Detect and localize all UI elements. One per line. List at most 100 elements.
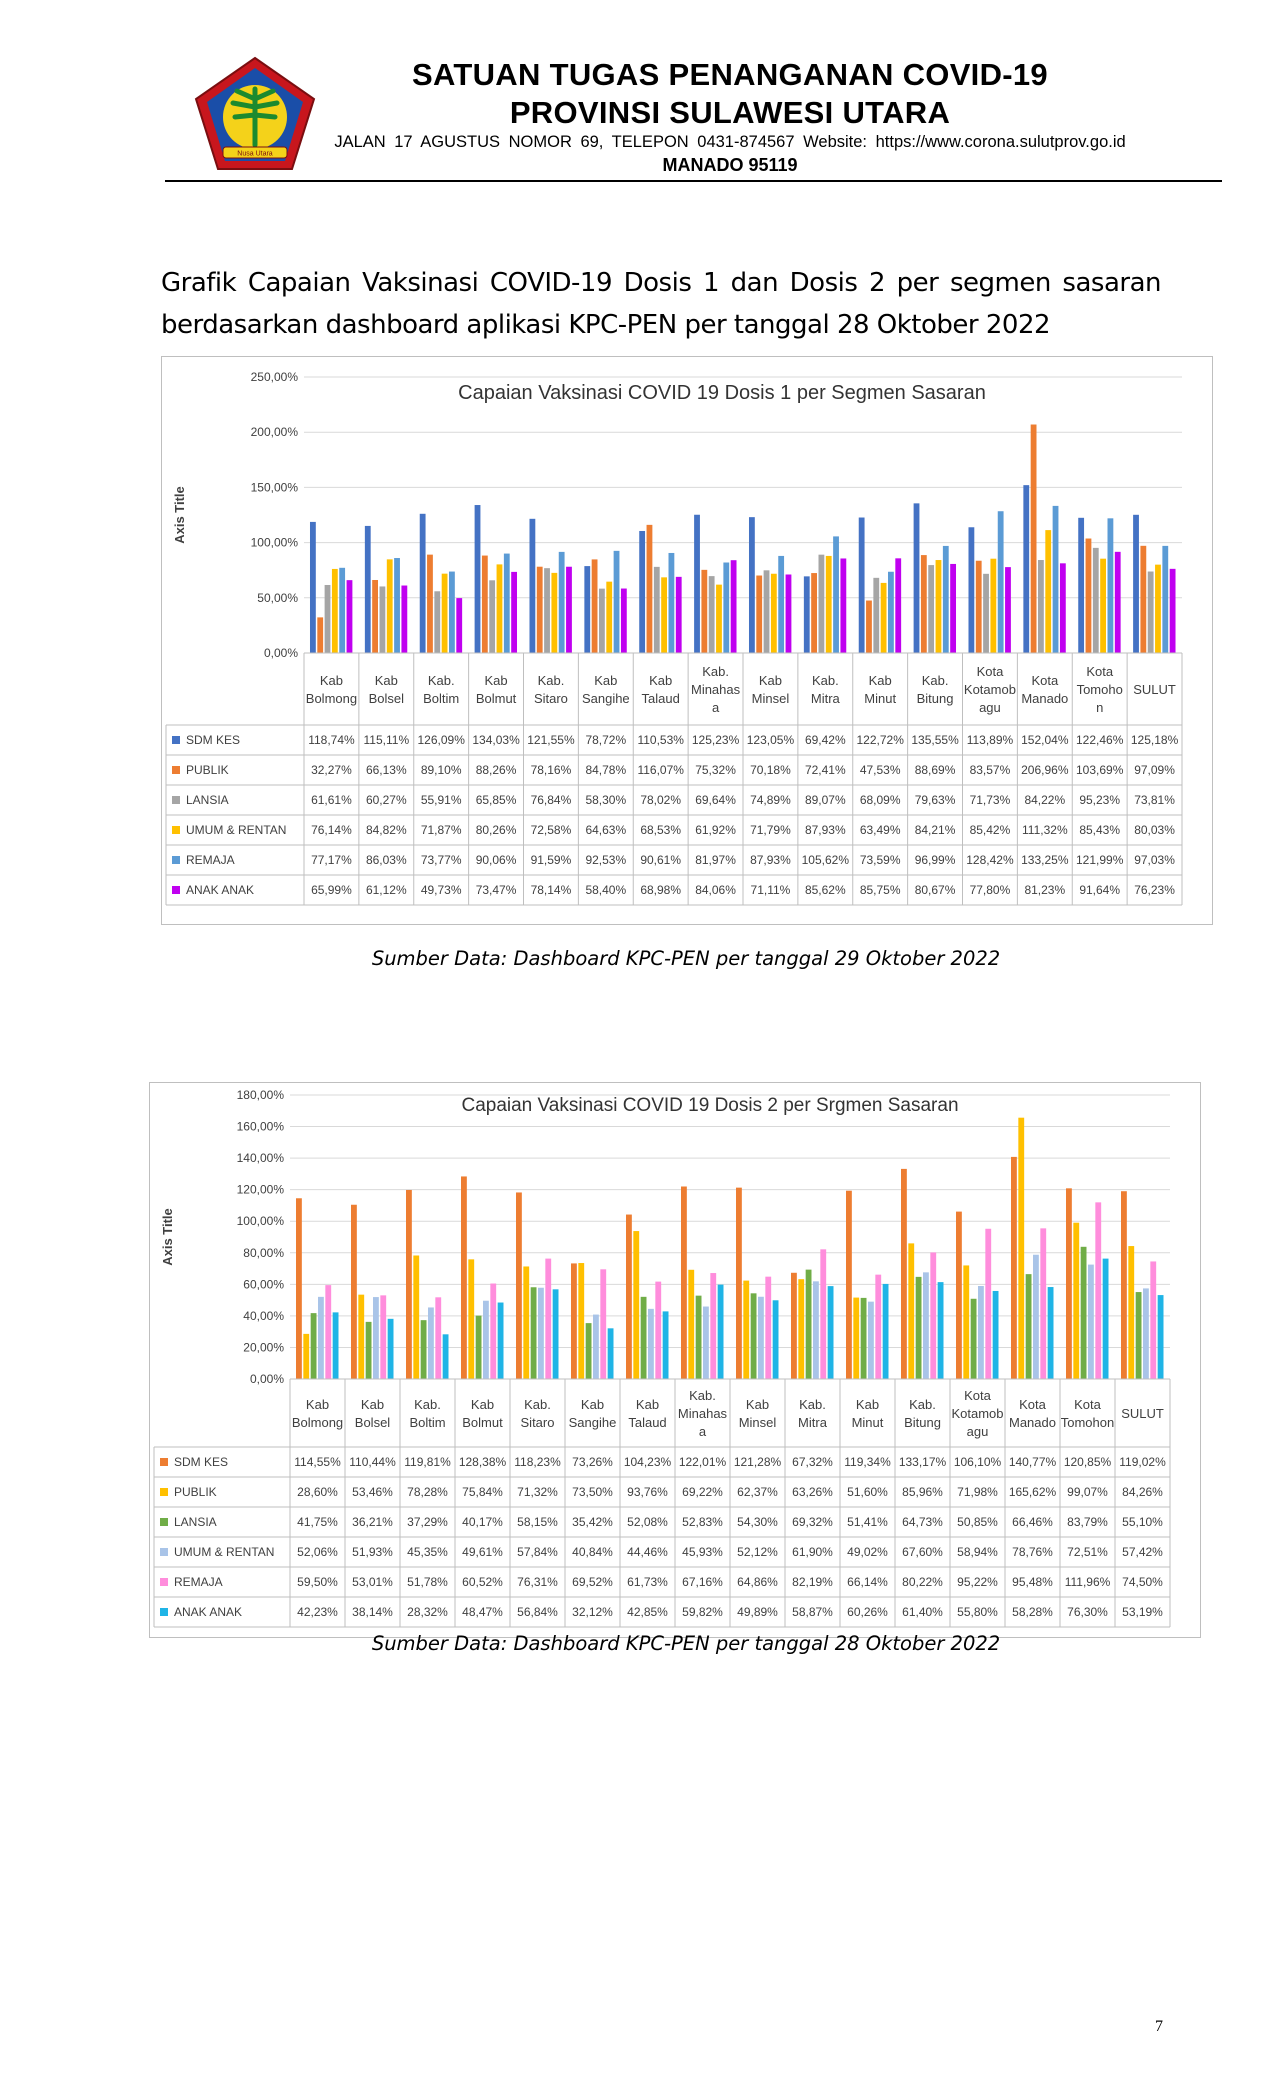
bar xyxy=(811,573,817,653)
data-label: 96,99% xyxy=(915,853,956,867)
bar xyxy=(1005,567,1011,653)
legend-key xyxy=(172,886,180,894)
data-label: 123,05% xyxy=(747,733,795,747)
chart-dose1-frame: 0,00% 50,00% 100,00% 150,00% 200,00% 250,00% A… xyxy=(161,356,1213,925)
data-label: 70,18% xyxy=(750,763,791,777)
data-label: 87,93% xyxy=(805,823,846,837)
category-label: Minut xyxy=(852,1415,884,1430)
category-label: agu xyxy=(979,700,1001,715)
category-label: n xyxy=(1096,700,1103,715)
data-label: 133,25% xyxy=(1021,853,1069,867)
data-label: 45,35% xyxy=(407,1545,448,1559)
category-label: Sangihe xyxy=(582,691,630,706)
data-label: 58,30% xyxy=(585,793,626,807)
data-label: 165,62% xyxy=(1009,1485,1057,1499)
data-label: 69,52% xyxy=(572,1575,613,1589)
data-label: 88,26% xyxy=(476,763,517,777)
y-tick-label: 140,00% xyxy=(237,1151,285,1165)
data-label: 77,17% xyxy=(311,853,352,867)
bar xyxy=(607,1328,614,1379)
data-label: 90,06% xyxy=(476,853,517,867)
data-label: 71,73% xyxy=(970,793,1011,807)
bar xyxy=(318,1296,324,1379)
category-label: Kotamob xyxy=(964,682,1016,697)
bar xyxy=(428,1307,434,1379)
data-label: 44,46% xyxy=(627,1545,668,1559)
category-label: agu xyxy=(967,1424,989,1439)
bar xyxy=(873,577,880,653)
data-label: 80,67% xyxy=(915,883,956,897)
data-label: 59,50% xyxy=(297,1575,338,1589)
bar xyxy=(1128,1246,1135,1379)
legend-key xyxy=(172,766,180,774)
bar xyxy=(1045,530,1052,653)
bar xyxy=(380,1295,387,1379)
category-label: Bitung xyxy=(917,691,954,706)
bar xyxy=(1037,560,1044,653)
data-label: 97,09% xyxy=(1134,763,1175,777)
category-label: Kab xyxy=(636,1397,659,1412)
data-label: 119,81% xyxy=(404,1455,451,1469)
data-label: 84,21% xyxy=(915,823,956,837)
data-label: 76,30% xyxy=(1067,1605,1108,1619)
bar xyxy=(868,1301,874,1379)
page-number: 7 xyxy=(1155,2018,1163,2035)
category-label: Bolmong xyxy=(292,1415,343,1430)
data-label: 74,50% xyxy=(1122,1575,1163,1589)
bar xyxy=(1078,517,1085,653)
legend-label: UMUM & RENTAN xyxy=(174,1545,274,1559)
bar xyxy=(983,573,989,653)
category-label: Kota xyxy=(1086,664,1114,679)
bar xyxy=(928,565,935,653)
bar xyxy=(1157,1295,1164,1379)
data-label: 71,87% xyxy=(421,823,462,837)
category-label: Kab xyxy=(306,1397,329,1412)
bar xyxy=(1143,1288,1149,1379)
bar xyxy=(827,1286,834,1379)
data-label: 93,76% xyxy=(627,1485,668,1499)
data-label: 122,46% xyxy=(1076,733,1124,747)
bar xyxy=(551,572,558,653)
data-label: 58,28% xyxy=(1012,1605,1053,1619)
data-label: 54,30% xyxy=(737,1515,778,1529)
bar xyxy=(750,1293,757,1379)
data-label: 92,53% xyxy=(585,853,626,867)
data-label: 78,76% xyxy=(1012,1545,1053,1559)
bar xyxy=(956,1211,962,1379)
legend-key xyxy=(160,1488,168,1496)
y-tick-label: 160,00% xyxy=(237,1120,285,1134)
bar xyxy=(516,1192,522,1379)
y-tick-label: 50,00% xyxy=(257,591,298,605)
data-label: 89,07% xyxy=(805,793,846,807)
bar xyxy=(1023,485,1030,653)
bar xyxy=(593,1314,599,1379)
y-tick-label: 20,00% xyxy=(243,1340,284,1354)
data-label: 48,47% xyxy=(462,1605,503,1619)
bar xyxy=(860,1297,867,1379)
data-label: 81,97% xyxy=(695,853,736,867)
bar xyxy=(633,1231,640,1379)
bar xyxy=(990,558,997,653)
bar xyxy=(420,1320,427,1379)
data-label: 52,08% xyxy=(627,1515,668,1529)
category-label: Kab xyxy=(320,673,343,688)
data-label: 125,23% xyxy=(692,733,740,747)
bar xyxy=(992,1290,999,1379)
bar xyxy=(1102,1258,1109,1379)
y-tick-label: 0,00% xyxy=(250,1372,284,1386)
data-label: 83,57% xyxy=(970,763,1011,777)
bar xyxy=(880,582,887,653)
data-label: 59,82% xyxy=(682,1605,723,1619)
bar xyxy=(975,560,982,653)
category-label: Bolmut xyxy=(476,691,517,706)
bar xyxy=(511,571,518,653)
bar xyxy=(435,1297,442,1379)
data-label: 45,93% xyxy=(682,1545,723,1559)
bar xyxy=(387,1318,394,1379)
category-label: a xyxy=(699,1424,707,1439)
category-label: Kab. xyxy=(909,1397,936,1412)
data-label: 55,91% xyxy=(421,793,462,807)
bar xyxy=(770,573,777,653)
legend-key xyxy=(160,1518,168,1526)
bar xyxy=(723,562,730,653)
